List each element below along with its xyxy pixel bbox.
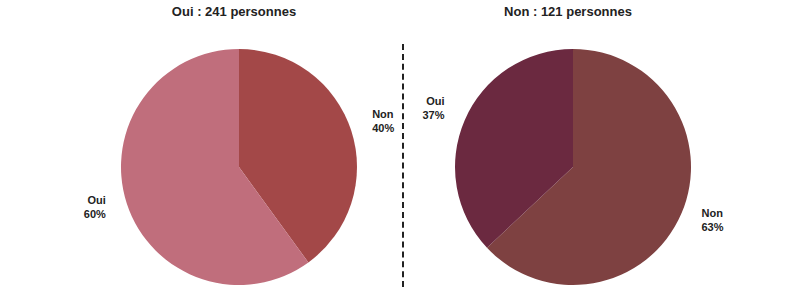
svg-text:Oui60%: Oui60%: [84, 194, 106, 220]
svg-text:Oui37%: Oui37%: [422, 95, 444, 121]
svg-text:Non63%: Non63%: [701, 207, 723, 233]
svg-text:Non40%: Non40%: [372, 108, 394, 134]
html-text:Non : 121 personnes: Non : 121 personnes: [504, 4, 632, 19]
html-text:Oui : 241 personnes: Oui : 241 personnes: [171, 4, 297, 19]
